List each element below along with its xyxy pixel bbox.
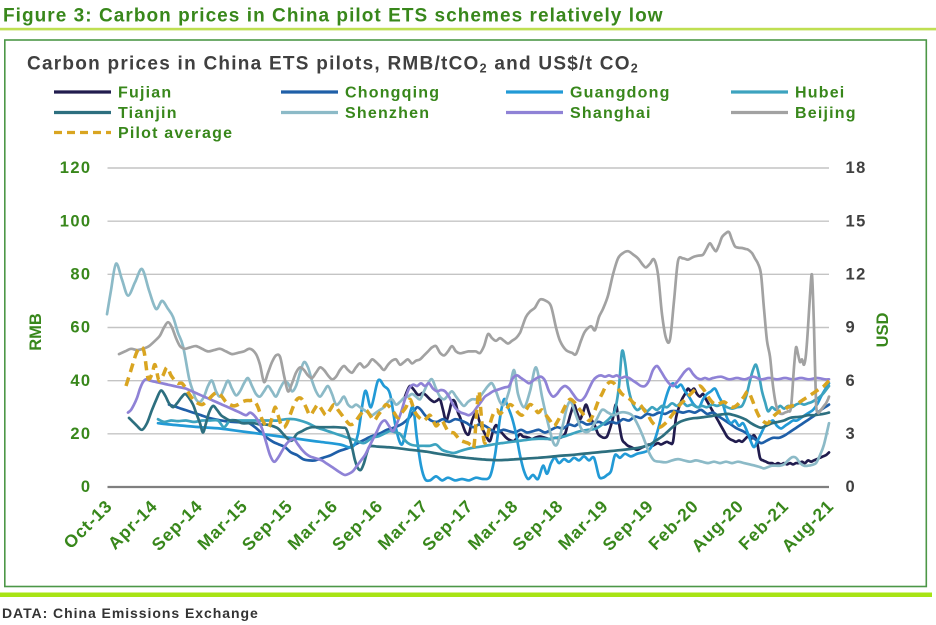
svg-text:15: 15	[846, 212, 867, 230]
svg-text:60: 60	[70, 319, 91, 337]
svg-text:0: 0	[81, 478, 92, 496]
svg-text:Pilot average: Pilot average	[118, 125, 233, 142]
svg-text:Carbon prices in China ETS pil: Carbon prices in China ETS pilots, RMB/t…	[27, 54, 639, 76]
svg-text:Shenzhen: Shenzhen	[345, 105, 430, 122]
svg-text:Beijing: Beijing	[795, 105, 857, 122]
svg-text:Chongqing: Chongqing	[345, 85, 440, 102]
svg-text:80: 80	[70, 266, 91, 284]
svg-text:12: 12	[846, 266, 867, 284]
svg-text:Fujian: Fujian	[118, 85, 172, 102]
svg-text:Guangdong: Guangdong	[570, 85, 671, 102]
svg-text:Hubei: Hubei	[795, 85, 845, 102]
svg-text:0: 0	[846, 478, 857, 496]
svg-text:40: 40	[70, 372, 91, 390]
svg-text:Figure 3: Carbon prices in Chi: Figure 3: Carbon prices in China pilot E…	[3, 6, 664, 27]
svg-text:USD: USD	[874, 313, 892, 348]
svg-text:DATA: China Emissions Exchange: DATA: China Emissions Exchange	[2, 605, 259, 621]
svg-text:18: 18	[846, 159, 867, 177]
svg-text:120: 120	[60, 159, 92, 177]
svg-text:Shanghai: Shanghai	[570, 105, 652, 122]
svg-text:Tianjin: Tianjin	[118, 105, 178, 122]
svg-text:20: 20	[70, 425, 91, 443]
svg-text:RMB: RMB	[27, 313, 45, 351]
svg-text:6: 6	[846, 372, 857, 390]
svg-text:3: 3	[846, 425, 857, 443]
svg-text:100: 100	[60, 212, 92, 230]
svg-text:9: 9	[846, 319, 857, 337]
